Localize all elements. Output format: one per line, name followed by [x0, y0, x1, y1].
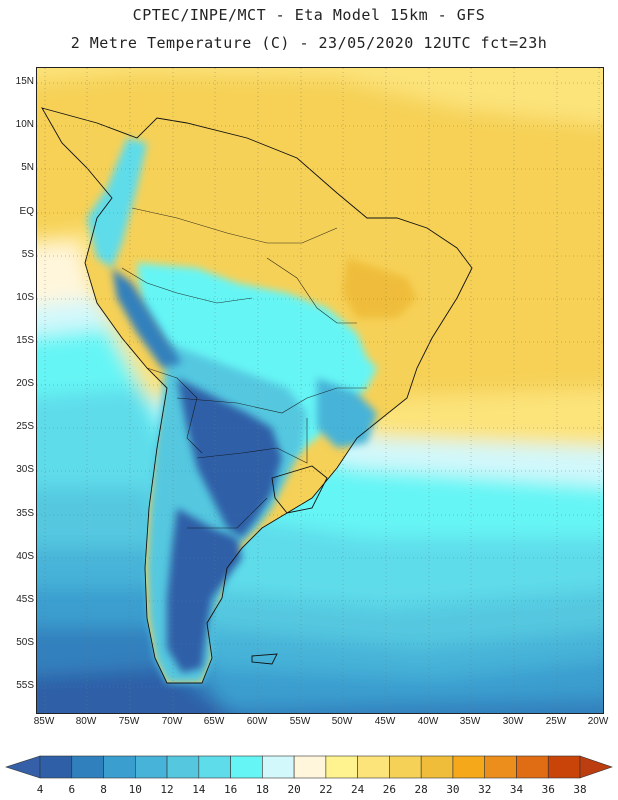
lat-label-eq: EQ [19, 206, 34, 217]
colorbar-tick-label: 20 [287, 783, 300, 796]
temperature-colorbar: 4 6 8 10 12 14 16 18 20 22 24 26 28 30 32 34 36 38 [5, 755, 613, 796]
lon-label-75w: 75W [118, 716, 140, 727]
colorbar-swatch [103, 755, 136, 779]
colorbar-tick-label: 6 [68, 783, 75, 796]
colorbar-swatch [71, 755, 104, 779]
colorbar-under-arrow [5, 755, 41, 779]
lat-label-35s: 35S [16, 508, 34, 519]
country-borders [121, 207, 367, 529]
temperature-map [37, 68, 603, 713]
colorbar-swatch [166, 755, 200, 779]
lon-label-40w: 40W [417, 716, 439, 727]
colorbar-tick-label: 30 [446, 783, 459, 796]
map-frame[interactable] [36, 67, 604, 714]
colorbar-tick-label: 36 [542, 783, 555, 796]
colorbar-swatch [293, 755, 327, 779]
colorbar-swatch [230, 755, 263, 779]
colorbar-over-arrow [579, 755, 613, 779]
lon-label-25w: 25W [545, 716, 567, 727]
lon-label-30w: 30W [502, 716, 524, 727]
map-subtitle: 2 Metre Temperature (C) - 23/05/2020 12U… [70, 34, 548, 52]
colorbar-swatch [389, 755, 422, 779]
lat-label-40s: 40S [16, 551, 34, 562]
colorbar-tick-label: 24 [351, 783, 365, 796]
colorbar-tick-label: 32 [478, 783, 491, 796]
lon-label-35w: 35W [459, 716, 481, 727]
lat-label-5n: 5N [21, 162, 34, 173]
colorbar-swatch [39, 755, 73, 779]
lon-label-20w: 20W [587, 716, 609, 727]
land-temperature-field [42, 108, 472, 683]
colorbar-swatch [484, 755, 517, 779]
lat-label-10s: 10S [16, 292, 34, 303]
lat-label-55s: 55S [16, 680, 34, 691]
lat-label-10n: 10N [15, 119, 34, 130]
lat-label-45s: 45S [16, 594, 34, 605]
colorbar-tick-label: 26 [383, 783, 396, 796]
lat-label-50s: 50S [16, 637, 34, 648]
colorbar-tick-label: 14 [192, 783, 206, 796]
lat-label-15s: 15S [16, 335, 34, 346]
lat-label-5s: 5S [21, 249, 34, 260]
colorbar-tick-label: 28 [415, 783, 428, 796]
lon-label-60w: 60W [246, 716, 268, 727]
colorbar-tick-label: 16 [224, 783, 237, 796]
lon-label-70w: 70W [161, 716, 183, 727]
colorbar-tick-label: 12 [160, 783, 173, 796]
colorbar-swatch [134, 755, 168, 779]
colorbar-tick-label: 10 [129, 783, 142, 796]
colorbar-swatch [516, 755, 549, 779]
colorbar-swatch [420, 755, 454, 779]
colorbar-tick-label: 34 [510, 783, 524, 796]
colorbar-tick-label: 4 [37, 783, 44, 796]
lon-label-55w: 55W [289, 716, 311, 727]
map-title: CPTEC/INPE/MCT - Eta Model 15km - GFS [132, 6, 486, 24]
colorbar-swatch [452, 755, 486, 779]
colorbar-swatch [325, 755, 358, 779]
lon-label-50w: 50W [331, 716, 353, 727]
colorbar-swatch [198, 755, 231, 779]
lon-label-80w: 80W [75, 716, 97, 727]
colorbar-swatch [357, 755, 390, 779]
colorbar-swatch [547, 755, 581, 779]
colorbar-tick-label: 22 [319, 783, 332, 796]
lon-label-65w: 65W [203, 716, 225, 727]
colorbar-tick-label: 18 [256, 783, 269, 796]
colorbar-tick-label: 38 [573, 783, 586, 796]
lon-label-85w: 85W [33, 716, 55, 727]
lat-label-25s: 25S [16, 421, 34, 432]
lat-label-30s: 30S [16, 464, 34, 475]
lon-label-45w: 45W [374, 716, 396, 727]
colorbar-swatch [262, 755, 295, 779]
lat-label-15n: 15N [15, 76, 34, 87]
coastline [41, 107, 473, 684]
lat-label-20s: 20S [16, 378, 34, 389]
colorbar-tick-label: 8 [100, 783, 107, 796]
